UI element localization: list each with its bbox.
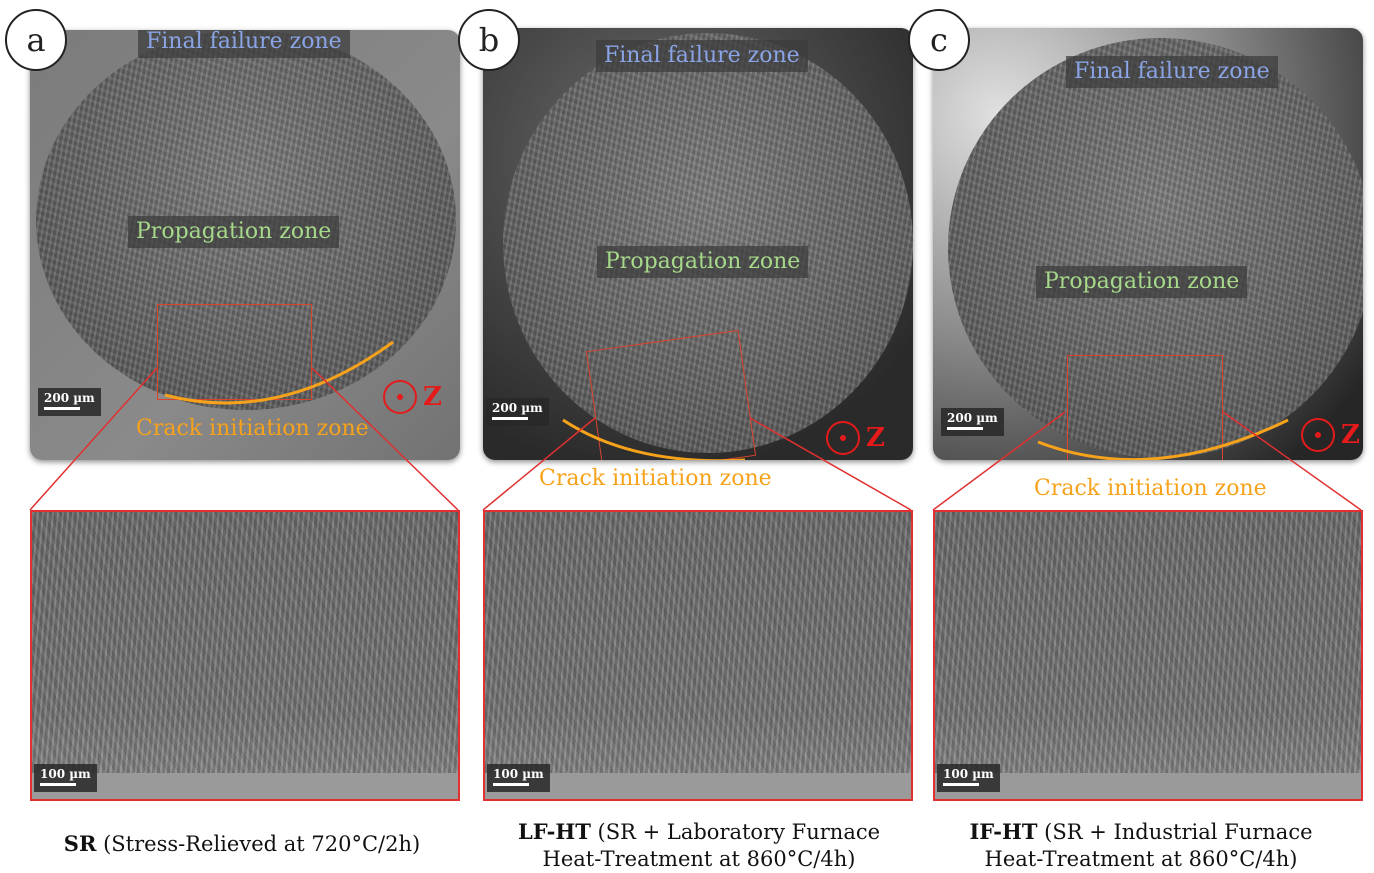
zoom-connector-lines <box>482 417 912 511</box>
z-label: Z <box>423 382 442 412</box>
panel-letter: c <box>908 9 970 71</box>
scale-bar: 100 µm <box>937 764 1000 792</box>
zoomed-detail-image: 100 µm <box>30 510 460 801</box>
caption-line-2: Heat-Treatment at 860°C/4h) <box>984 847 1298 871</box>
z-label: Z <box>866 423 885 453</box>
scale-bar-label: 100 µm <box>40 767 91 781</box>
crack-initiation-label: Crack initiation zone <box>539 466 772 491</box>
scale-bar-label: 200 µm <box>947 411 998 425</box>
z-axis-indicator: Z <box>1301 418 1360 452</box>
zoom-region-box <box>157 304 312 400</box>
specimen-edge <box>485 773 911 799</box>
z-axis-indicator: Z <box>826 421 885 455</box>
out-of-plane-icon <box>383 380 417 414</box>
scale-bar-label: 200 µm <box>44 391 95 405</box>
panel-a: Final failure zone Propagation zone Crac… <box>5 0 462 873</box>
zoom-connector-lines <box>29 367 459 511</box>
out-of-plane-icon <box>826 421 860 455</box>
final-failure-zone-label: Final failure zone <box>138 30 350 58</box>
panel-c: Final failure zone Propagation zone 200 … <box>908 0 1365 873</box>
propagation-zone-label: Propagation zone <box>128 216 340 248</box>
z-axis-indicator: Z <box>383 380 442 414</box>
out-of-plane-icon <box>1301 418 1335 452</box>
caption: LF-HT (SR + Laboratory Furnace Heat-Trea… <box>469 818 929 873</box>
specimen-edge <box>32 773 458 799</box>
crack-initiation-label: Crack initiation zone <box>1034 476 1267 501</box>
crack-arc <box>1037 418 1289 460</box>
crack-arc <box>164 340 394 405</box>
scale-bar: 200 µm <box>941 408 1004 436</box>
fracture-overview-image: Final failure zone Propagation zone Crac… <box>30 30 460 460</box>
fracture-surface <box>948 38 1363 458</box>
caption: IF-HT (SR + Industrial Furnace Heat-Trea… <box>911 818 1371 873</box>
caption-condition: SR <box>63 831 97 856</box>
z-label: Z <box>1341 420 1360 450</box>
zoom-region-box <box>1067 355 1223 460</box>
final-failure-zone-label: Final failure zone <box>1066 56 1278 88</box>
specimen-edge <box>935 773 1361 799</box>
propagation-zone-label: Propagation zone <box>597 246 809 278</box>
scale-bar: 100 µm <box>487 764 550 792</box>
panel-letter: a <box>5 9 67 71</box>
zoomed-detail-image: 100 µm <box>483 510 913 801</box>
final-failure-zone-label: Final failure zone <box>596 40 808 72</box>
scale-bar: 200 µm <box>38 388 101 416</box>
scale-bar: 100 µm <box>34 764 97 792</box>
caption-condition: LF-HT <box>517 819 591 844</box>
caption-line-1: (SR + Industrial Furnace <box>1037 820 1313 844</box>
fracture-overview-image: Final failure zone Propagation zone 200 … <box>933 28 1363 460</box>
scale-bar-label: 100 µm <box>493 767 544 781</box>
zoom-connector-lines <box>932 411 1362 511</box>
caption-line-1: (SR + Laboratory Furnace <box>590 820 881 844</box>
panel-letter: b <box>458 9 520 71</box>
propagation-zone-label: Propagation zone <box>1036 266 1248 298</box>
fracture-surface <box>503 33 913 453</box>
zoomed-detail-image: 100 µm <box>933 510 1363 801</box>
scale-bar-label: 100 µm <box>943 767 994 781</box>
crack-initiation-label: Crack initiation zone <box>136 416 369 441</box>
scale-bar: 200 µm <box>486 398 549 426</box>
panel-b: Final failure zone Propagation zone 200 … <box>458 0 915 873</box>
fracture-overview-image: Final failure zone Propagation zone 200 … <box>483 28 913 460</box>
caption-line-2: Heat-Treatment at 860°C/4h) <box>542 847 856 871</box>
caption-condition: IF-HT <box>969 819 1038 844</box>
caption-line-1: (Stress-Relieved at 720°C/2h) <box>96 832 421 856</box>
scale-bar-label: 200 µm <box>492 401 543 415</box>
caption: SR (Stress-Relieved at 720°C/2h) <box>12 830 472 858</box>
